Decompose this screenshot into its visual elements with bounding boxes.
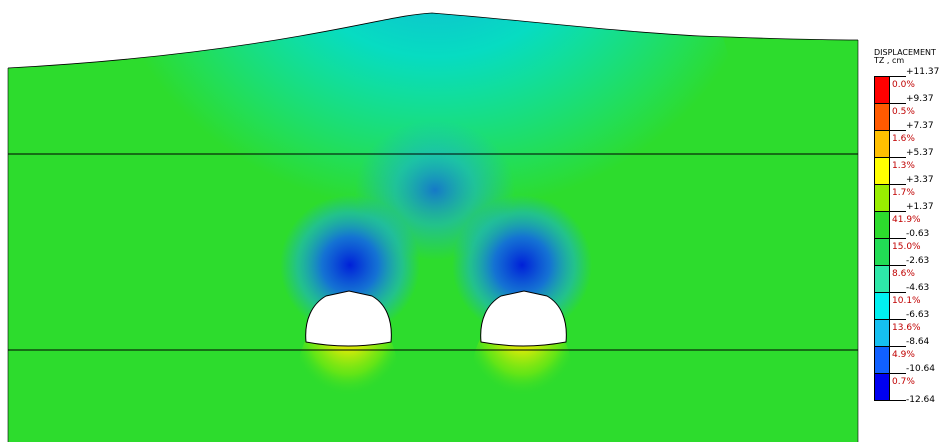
displacement-contour-plot: [7, 12, 859, 442]
legend-band-percent: 1.6%: [892, 134, 915, 144]
legend-swatch: [874, 265, 890, 292]
legend-swatch: [874, 184, 890, 211]
legend-tick-label: +1.37: [906, 202, 934, 212]
legend-swatch: [874, 346, 890, 373]
legend-tick-label: -10.64: [906, 364, 936, 374]
soil-domain: [8, 13, 858, 442]
legend-subtitle: TZ , cm: [874, 56, 905, 65]
settlement-zone-left-tunnel: [280, 195, 420, 335]
legend-tick: [890, 265, 906, 266]
legend-tick: [890, 400, 906, 401]
legend-tick: [890, 103, 906, 104]
legend-tick: [890, 238, 906, 239]
legend-swatch: [874, 319, 890, 346]
legend-band-percent: 15.0%: [892, 242, 921, 252]
legend-band-percent: 8.6%: [892, 269, 915, 279]
legend-band-percent: 1.7%: [892, 188, 915, 198]
legend-tick-label: -4.63: [906, 283, 930, 293]
legend-tick: [890, 346, 906, 347]
legend-tick: [890, 184, 906, 185]
legend-tick: [890, 211, 906, 212]
legend-tick-label: -8.64: [906, 337, 930, 347]
legend-title: DISPLACEMENT: [874, 48, 936, 57]
legend-tick: [890, 76, 906, 77]
legend-swatch: [874, 157, 890, 184]
settlement-zone-right-tunnel: [452, 195, 592, 335]
legend-tick: [890, 157, 906, 158]
legend-band-percent: 4.9%: [892, 350, 915, 360]
legend-tick: [890, 130, 906, 131]
legend-tick-label: -12.64: [906, 395, 936, 405]
legend-band-percent: 13.6%: [892, 323, 921, 333]
legend-band-percent: 0.7%: [892, 377, 915, 387]
legend-swatch: [874, 238, 890, 265]
legend-swatch: [874, 103, 890, 130]
tunnel-left: [305, 290, 392, 347]
legend-tick-label: +5.37: [906, 148, 934, 158]
tunnel-right: [480, 290, 567, 347]
legend-swatch: [874, 292, 890, 319]
legend-tick: [890, 292, 906, 293]
legend-band-percent: 0.5%: [892, 107, 915, 117]
legend-tick-label: -2.63: [906, 256, 930, 266]
legend-band-percent: 0.0%: [892, 80, 915, 90]
legend-band-percent: 10.1%: [892, 296, 921, 306]
legend-tick-label: +7.37: [906, 121, 934, 131]
legend-swatch: [874, 130, 890, 157]
legend: DISPLACEMENT TZ , cm +11.37 0.0% +9.37 0.5%…: [870, 44, 946, 442]
legend-band-percent: 41.9%: [892, 215, 921, 225]
legend-band-percent: 1.3%: [892, 161, 915, 171]
legend-tick-label: -0.63: [906, 229, 930, 239]
legend-tick-label: +9.37: [906, 94, 934, 104]
legend-swatch: [874, 76, 890, 103]
legend-tick: [890, 373, 906, 374]
ground-surface-line: [7, 12, 859, 69]
legend-tick-label: +11.37: [906, 67, 940, 77]
legend-tick-label: +3.37: [906, 175, 934, 185]
legend-swatch: [874, 373, 890, 401]
legend-tick-label: -6.63: [906, 310, 930, 320]
legend-tick: [890, 319, 906, 320]
legend-swatch: [874, 211, 890, 238]
